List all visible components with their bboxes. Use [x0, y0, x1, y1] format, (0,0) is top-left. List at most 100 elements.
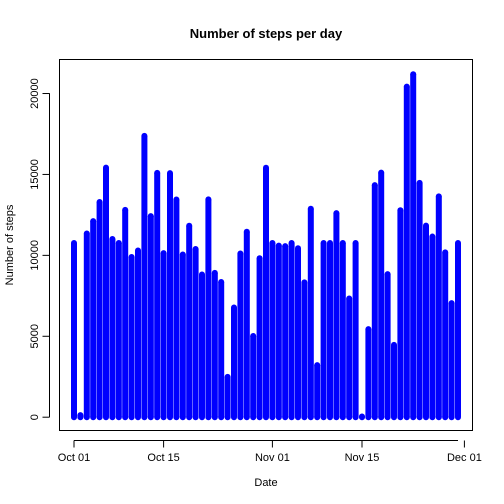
- bar-base-2012-11-26: [429, 414, 436, 421]
- bar-2012-10-27: [237, 253, 244, 418]
- bar-cap-2012-10-22: [205, 196, 212, 203]
- bar-2012-10-12: [141, 135, 148, 418]
- bar-base-2012-10-28: [243, 414, 250, 421]
- bar-cap-2012-11-12: [339, 239, 346, 246]
- bar-2012-10-19: [186, 225, 193, 418]
- bar-2012-11-20: [391, 344, 397, 418]
- y-tick-label-0: 0: [29, 414, 41, 420]
- bar-base-2012-11-08: [314, 414, 321, 421]
- bar-base-2012-10-19: [186, 414, 193, 421]
- y-tick-label-20000: 20000: [29, 78, 41, 109]
- bar-base-2012-11-21: [397, 414, 404, 421]
- bar-cap-2012-11-10: [327, 239, 333, 246]
- bar-2012-10-21: [199, 274, 205, 418]
- bar-base-2012-11-13: [346, 414, 353, 421]
- bar-base-2012-10-02: [77, 414, 84, 421]
- bar-base-2012-10-14: [154, 414, 161, 421]
- bar-cap-2012-10-21: [199, 271, 205, 278]
- bar-2012-11-06: [301, 282, 308, 418]
- bar-2012-11-09: [320, 242, 327, 418]
- bar-cap-2012-11-08: [314, 362, 321, 369]
- bar-cap-2012-10-14: [154, 169, 161, 176]
- bars-group: [71, 71, 461, 421]
- bar-2012-10-17: [173, 199, 180, 418]
- bar-base-2012-11-24: [416, 414, 423, 421]
- bar-2012-11-26: [429, 236, 436, 418]
- bar-2012-10-30: [256, 258, 263, 418]
- bar-2012-10-31: [263, 167, 269, 418]
- bar-base-2012-11-04: [288, 414, 295, 421]
- bar-2012-11-14: [352, 242, 359, 418]
- bar-base-2012-11-02: [275, 414, 282, 421]
- bar-base-2012-10-18: [179, 414, 186, 421]
- bar-cap-2012-10-03: [83, 230, 90, 237]
- y-axis-label: Number of steps: [4, 204, 16, 285]
- bar-cap-2012-11-06: [301, 279, 308, 286]
- bar-2012-11-10: [327, 242, 333, 418]
- bar-cap-2012-10-24: [218, 278, 225, 285]
- bar-2012-10-05: [96, 202, 103, 418]
- bar-cap-2012-11-19: [384, 271, 391, 278]
- bar-base-2012-11-10: [327, 414, 333, 421]
- bar-cap-2012-10-01: [71, 239, 77, 246]
- bar-base-2012-11-15: [359, 414, 365, 421]
- bar-base-2012-10-31: [263, 414, 269, 421]
- bar-2012-11-13: [346, 298, 353, 418]
- bar-base-2012-10-05: [96, 414, 103, 421]
- bar-base-2012-11-01: [269, 414, 276, 421]
- bar-base-2012-10-20: [192, 414, 199, 421]
- bar-2012-10-26: [231, 307, 237, 418]
- bar-base-2012-10-25: [224, 414, 231, 421]
- bar-base-2012-11-20: [391, 414, 397, 421]
- y-tick-label-10000: 10000: [29, 240, 41, 271]
- bar-2012-10-09: [122, 209, 129, 418]
- bar-2012-10-11: [135, 250, 141, 418]
- bar-base-2012-10-16: [167, 414, 173, 421]
- bar-cap-2012-11-23: [410, 71, 417, 78]
- bar-cap-2012-11-20: [391, 341, 397, 348]
- bar-base-2012-10-13: [147, 414, 154, 421]
- bar-cap-2012-11-26: [429, 233, 436, 240]
- bar-base-2012-11-12: [339, 414, 346, 421]
- bar-cap-2012-10-07: [109, 235, 116, 242]
- bar-base-2012-11-22: [403, 414, 410, 421]
- bar-cap-2012-10-19: [186, 222, 193, 229]
- bar-cap-2012-11-29: [448, 300, 455, 307]
- bar-2012-11-19: [384, 274, 391, 418]
- bar-2012-10-20: [192, 248, 199, 418]
- bar-cap-2012-10-26: [231, 304, 237, 311]
- bar-cap-2012-10-11: [135, 247, 141, 254]
- bar-base-2012-10-08: [115, 414, 122, 421]
- bar-base-2012-10-24: [218, 414, 225, 421]
- bar-base-2012-11-23: [410, 414, 417, 421]
- bar-cap-2012-10-15: [160, 250, 167, 257]
- bar-cap-2012-10-12: [141, 132, 148, 139]
- bar-base-2012-11-09: [320, 414, 327, 421]
- bar-cap-2012-11-25: [423, 222, 429, 229]
- bar-2012-10-03: [83, 233, 90, 418]
- bar-2012-11-23: [410, 74, 417, 418]
- bar-base-2012-11-28: [442, 414, 449, 421]
- y-axis: 0 5000 10000 15000 20000: [29, 78, 50, 420]
- bar-cap-2012-10-23: [211, 269, 218, 276]
- bar-2012-11-30: [455, 242, 461, 418]
- bar-base-2012-10-01: [71, 414, 77, 421]
- bar-2012-11-28: [442, 252, 449, 418]
- bar-2012-11-03: [282, 246, 289, 418]
- bar-2012-10-14: [154, 172, 161, 418]
- bar-base-2012-10-03: [83, 414, 90, 421]
- bar-base-2012-10-29: [250, 414, 257, 421]
- bar-2012-11-17: [371, 185, 378, 418]
- bar-2012-10-04: [90, 221, 97, 418]
- bar-2012-10-06: [103, 167, 109, 418]
- bar-cap-2012-10-27: [237, 250, 244, 257]
- bar-cap-2012-10-06: [103, 164, 109, 171]
- bar-cap-2012-11-02: [275, 242, 282, 249]
- bar-cap-2012-10-30: [256, 255, 263, 262]
- x-axis-label: Date: [254, 477, 277, 489]
- bar-2012-11-05: [295, 248, 301, 418]
- bar-2012-11-27: [435, 196, 442, 418]
- x-axis: Oct 01 Oct 15 Nov 01 Nov 15 Dec 01: [58, 440, 482, 464]
- bar-2012-10-23: [211, 272, 218, 418]
